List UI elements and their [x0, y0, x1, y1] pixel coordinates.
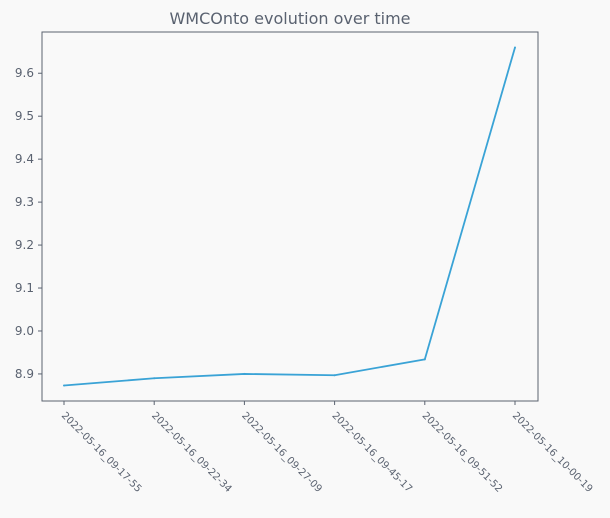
- y-tick-label: 9.1: [15, 281, 34, 295]
- x-tick-label: 2022-05-16_09-17-55: [59, 410, 144, 495]
- y-tick-label: 9.3: [15, 195, 34, 209]
- data-point: [153, 377, 156, 380]
- y-tick-label: 9.5: [15, 109, 34, 123]
- axes: 8.9 9.0 9.1 9.2 9.3 9.4 9.5 9.6 2022-05-16_09-17…: [15, 31, 595, 495]
- y-tick-label: 9.4: [15, 152, 34, 166]
- x-tick-label: 2022-05-16_09-51-52: [420, 410, 505, 495]
- chart-title: WMCOnto evolution over time: [169, 9, 410, 28]
- series-layer: [63, 46, 516, 387]
- x-tick-label: 2022-05-16_10-00-19: [510, 410, 595, 495]
- data-point: [423, 358, 426, 361]
- data-point: [63, 384, 65, 387]
- plot-frame: [41, 31, 539, 402]
- data-point: [514, 46, 516, 49]
- series-line: [63, 47, 516, 387]
- y-tick-label: 9.2: [15, 238, 34, 252]
- data-point: [333, 374, 336, 377]
- x-tick-label: 2022-05-16_09-45-17: [329, 410, 414, 495]
- x-tick-label: 2022-05-16_09-22-34: [149, 410, 234, 495]
- y-tick-label: 9.0: [15, 324, 34, 338]
- x-tick-label: 2022-05-16_09-27-09: [239, 410, 324, 495]
- y-tick-label: 8.9: [15, 367, 34, 381]
- y-tick-label: 9.6: [15, 66, 34, 80]
- data-point: [243, 372, 246, 375]
